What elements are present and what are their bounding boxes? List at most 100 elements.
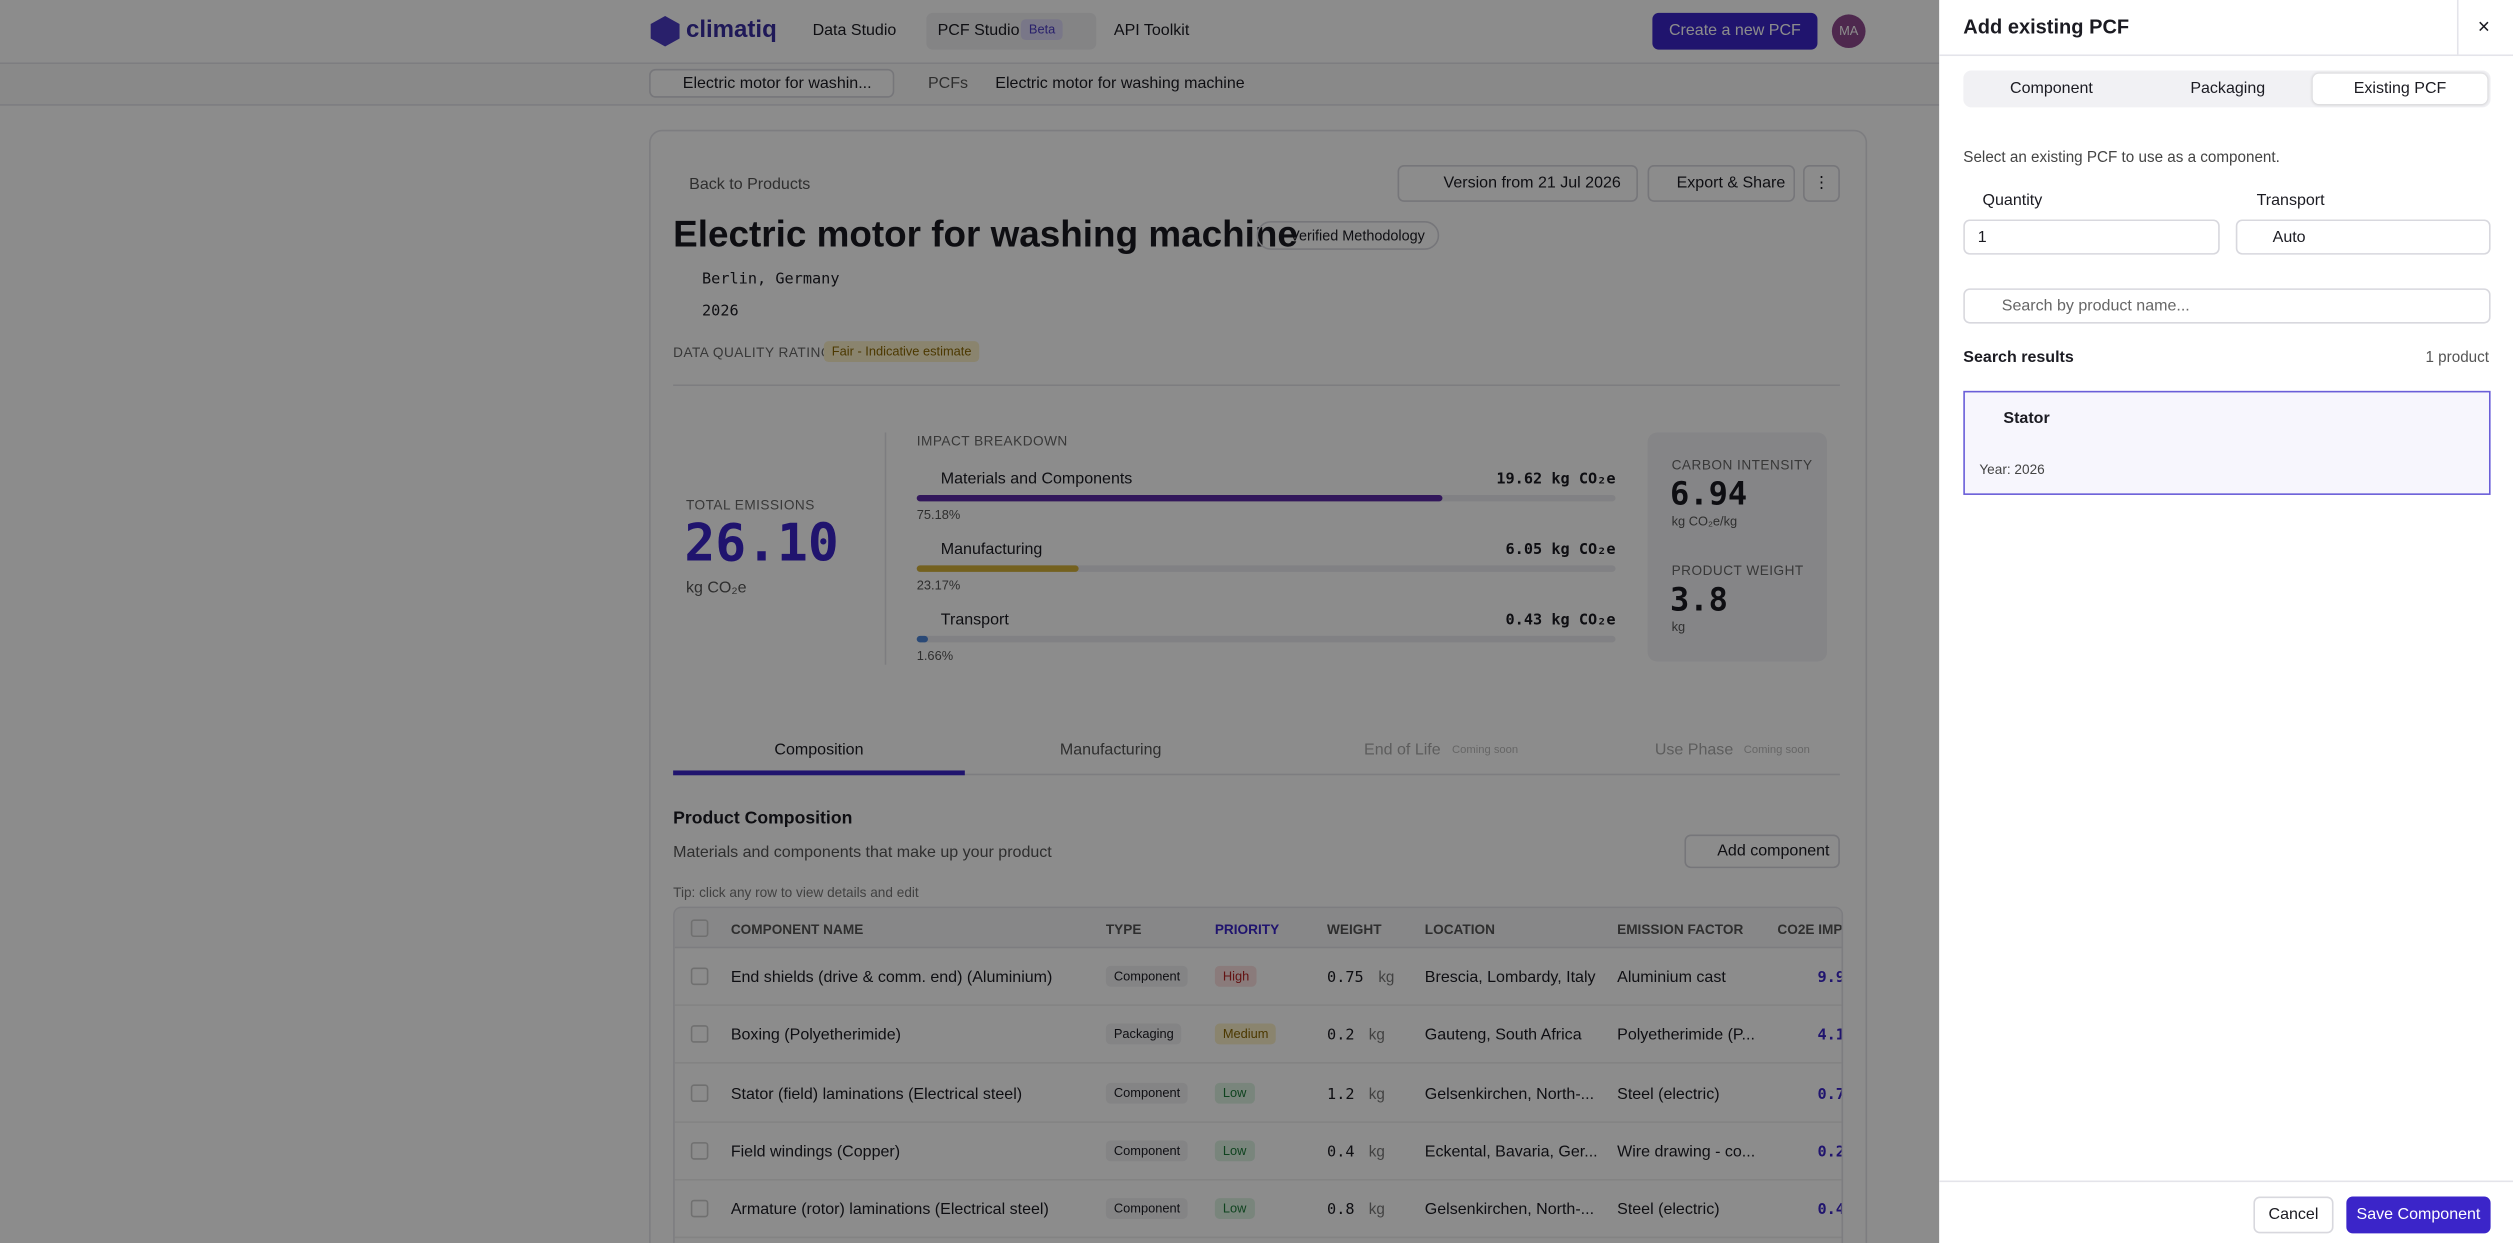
weight: 0.75 xyxy=(1327,969,1364,987)
weight-unit: kg xyxy=(1368,1201,1385,1220)
tab: End of Life xyxy=(1364,741,1441,760)
add-component[interactable]: Add component xyxy=(1684,834,1840,869)
panel-tab[interactable]: Existing PCF xyxy=(2353,80,2447,98)
breakdown-name: Manufacturing xyxy=(940,541,1043,560)
tip: Tip: click any row to view details and e… xyxy=(673,884,919,901)
crumb[interactable]: PCFs xyxy=(927,75,969,93)
intensity-value: 6.94 xyxy=(1670,474,1748,513)
table: COMPONENT NAME TYPE PRIORITY WEIGHT LOCATION… xyxy=(673,906,1844,1243)
emission-factor: Polyetherimide (P... xyxy=(1617,1027,1755,1045)
column-header: CO2E IMPACT xyxy=(1777,921,1842,938)
breakdown-name: Transport xyxy=(940,611,1009,630)
transport-label: Transport xyxy=(2256,192,2325,210)
cancel-button[interactable]: Cancel xyxy=(2253,1196,2334,1234)
back-link[interactable]: Back to Products xyxy=(689,176,811,194)
tab[interactable]: Composition xyxy=(774,741,864,760)
table-row[interactable] xyxy=(674,1179,1842,1239)
location: Gauteng, South Africa xyxy=(1424,1027,1582,1045)
total-value: 26.10 xyxy=(684,512,839,574)
component-name: Field windings (Copper) xyxy=(730,1143,901,1162)
nav-item[interactable]: API Toolkit xyxy=(1113,22,1190,41)
version-select[interactable]: Version from 21 Jul 2026 xyxy=(1397,164,1638,202)
tabs-line xyxy=(673,773,1840,776)
result-name: Stator xyxy=(2003,410,2050,428)
create-button[interactable]: Create a new PCF xyxy=(1652,12,1818,50)
breakdown-value: 6.05 kg CO₂e xyxy=(1505,541,1616,560)
top-nav xyxy=(0,0,1940,65)
component-name: Armature (rotor) laminations (Electrical… xyxy=(730,1201,1049,1220)
priority-badge: High xyxy=(1214,965,1258,987)
tab[interactable]: Manufacturing xyxy=(1059,741,1162,760)
breakdown-share: 75.18% xyxy=(916,507,961,523)
table-row[interactable] xyxy=(674,947,1842,1006)
bar-track xyxy=(916,635,1616,643)
co2e: 9.9 xyxy=(1817,969,1844,987)
dq-label: DATA QUALITY RATING xyxy=(673,344,832,361)
product-card xyxy=(649,129,1868,1243)
location: Gelsenkirchen, North-... xyxy=(1424,1201,1595,1220)
component-name: Stator (field) laminations (Electrical s… xyxy=(730,1085,1023,1103)
breakdown-share: 23.17% xyxy=(916,578,961,593)
divider xyxy=(1939,1180,2513,1183)
priority-badge: Low xyxy=(1214,1082,1255,1103)
section-title: Product Composition xyxy=(673,808,853,829)
crumb-current: Electric motor for washing machine xyxy=(995,75,1245,93)
emission-factor: Steel (electric) xyxy=(1617,1085,1720,1103)
nav-active xyxy=(926,12,1097,50)
location: Brescia, Lombardy, Italy xyxy=(1424,969,1596,987)
table-row[interactable] xyxy=(674,1121,1842,1181)
tab-indicator xyxy=(673,770,965,776)
priority-badge: Low xyxy=(1214,1198,1255,1220)
table-row[interactable] xyxy=(674,1005,1842,1065)
weight: 0.2 xyxy=(1327,1027,1355,1045)
search-input[interactable]: Search by product name... xyxy=(1963,288,2491,324)
bar-track xyxy=(916,565,1616,572)
active-tab xyxy=(2312,73,2488,105)
weight-unit: kg xyxy=(1671,619,1686,635)
coming-soon: Coming soon xyxy=(1452,744,1519,757)
verified-badge: Verified Methodology xyxy=(1256,221,1440,250)
type-badge: Component xyxy=(1105,965,1189,987)
emission-factor: Aluminium cast xyxy=(1617,969,1726,987)
quantity-input[interactable]: 1 xyxy=(1963,219,2220,255)
bar xyxy=(916,494,1443,502)
breakdown-name: Materials and Components xyxy=(940,470,1133,489)
checkbox xyxy=(690,919,709,938)
panel-tab[interactable]: Packaging xyxy=(2190,80,2266,98)
intensity-label: CARBON INTENSITY xyxy=(1671,456,1813,473)
divider xyxy=(1939,54,2513,57)
year: 2026 xyxy=(701,302,739,321)
checkbox xyxy=(690,1200,709,1218)
result-card[interactable] xyxy=(1963,390,2491,495)
quantity-label: Quantity xyxy=(1982,192,2043,210)
type-badge: Packaging xyxy=(1105,1024,1182,1045)
breakdown-value: 19.62 kg CO₂e xyxy=(1496,470,1616,489)
column-header: COMPONENT NAME xyxy=(730,921,864,938)
transport-select[interactable]: Auto xyxy=(2235,219,2491,255)
export-button[interactable]: Export & Share xyxy=(1647,164,1796,202)
results-label: Search results xyxy=(1963,349,2074,367)
total-unit: kg CO₂e xyxy=(685,579,747,598)
weight-unit: kg xyxy=(1378,969,1395,987)
bar xyxy=(916,565,1079,572)
product-select[interactable]: Electric motor for washin... xyxy=(649,68,895,98)
breakdown-share: 1.66% xyxy=(916,648,954,664)
location: Berlin, Germany xyxy=(701,270,840,289)
close[interactable]: × xyxy=(2477,14,2490,39)
priority-badge: Low xyxy=(1214,1140,1255,1162)
save-button[interactable]: Save Component xyxy=(2346,1196,2491,1234)
divider xyxy=(2456,0,2459,55)
modal-overlay[interactable] xyxy=(0,0,1940,1243)
nav-item[interactable]: PCF Studio xyxy=(937,22,1020,41)
table-header xyxy=(674,908,1842,949)
logo xyxy=(650,16,680,47)
panel-tab[interactable]: Component xyxy=(2010,80,2093,98)
coming-soon: Coming soon xyxy=(1743,744,1810,757)
nav-item[interactable]: Data Studio xyxy=(812,22,897,41)
avatar[interactable]: MA xyxy=(1831,14,1866,49)
intensity-unit: kg CO₂e/kg xyxy=(1671,514,1738,529)
more-button[interactable]: ⋮ xyxy=(1803,164,1840,202)
table-row[interactable] xyxy=(674,1063,1842,1123)
beta-badge: Beta xyxy=(1020,19,1064,41)
